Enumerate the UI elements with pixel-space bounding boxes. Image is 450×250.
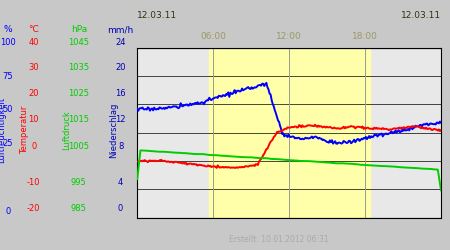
Text: 0: 0 <box>31 142 36 151</box>
Text: 12: 12 <box>115 116 126 124</box>
Text: 8: 8 <box>118 142 123 151</box>
Text: 20: 20 <box>28 89 39 98</box>
Text: 40: 40 <box>28 38 39 47</box>
Text: 75: 75 <box>3 72 14 81</box>
Bar <box>209 48 370 217</box>
Text: 1015: 1015 <box>68 116 89 124</box>
Text: 985: 985 <box>71 204 87 213</box>
Text: hPa: hPa <box>71 26 87 35</box>
Text: %: % <box>4 26 13 35</box>
Text: 12.03.11: 12.03.11 <box>137 11 177 20</box>
Text: -20: -20 <box>27 204 40 213</box>
Text: 20: 20 <box>115 63 126 72</box>
Text: Luftfeuchtigkeit: Luftfeuchtigkeit <box>0 97 6 163</box>
Text: 995: 995 <box>71 178 86 187</box>
Text: 10: 10 <box>28 116 39 124</box>
Text: mm/h: mm/h <box>108 26 134 35</box>
Text: 1035: 1035 <box>68 63 89 72</box>
Text: 16: 16 <box>115 89 126 98</box>
Text: °C: °C <box>28 26 39 35</box>
Text: Temperatur: Temperatur <box>20 106 29 154</box>
Text: 24: 24 <box>115 38 126 47</box>
Text: 1005: 1005 <box>68 142 89 151</box>
Text: 30: 30 <box>28 63 39 72</box>
Text: 12.03.11: 12.03.11 <box>401 11 441 20</box>
Text: 50: 50 <box>3 106 14 114</box>
Text: -10: -10 <box>27 178 40 187</box>
Text: 100: 100 <box>0 38 16 47</box>
Text: 0: 0 <box>118 204 123 213</box>
Text: 1045: 1045 <box>68 38 89 47</box>
Text: 25: 25 <box>3 139 14 148</box>
Text: Erstellt: 10.01.2012 06:31: Erstellt: 10.01.2012 06:31 <box>229 236 329 244</box>
Text: Niederschlag: Niederschlag <box>109 102 118 158</box>
Text: 1025: 1025 <box>68 89 89 98</box>
Text: 0: 0 <box>5 207 11 216</box>
Text: Luftdruck: Luftdruck <box>62 110 71 150</box>
Text: 4: 4 <box>118 178 123 187</box>
